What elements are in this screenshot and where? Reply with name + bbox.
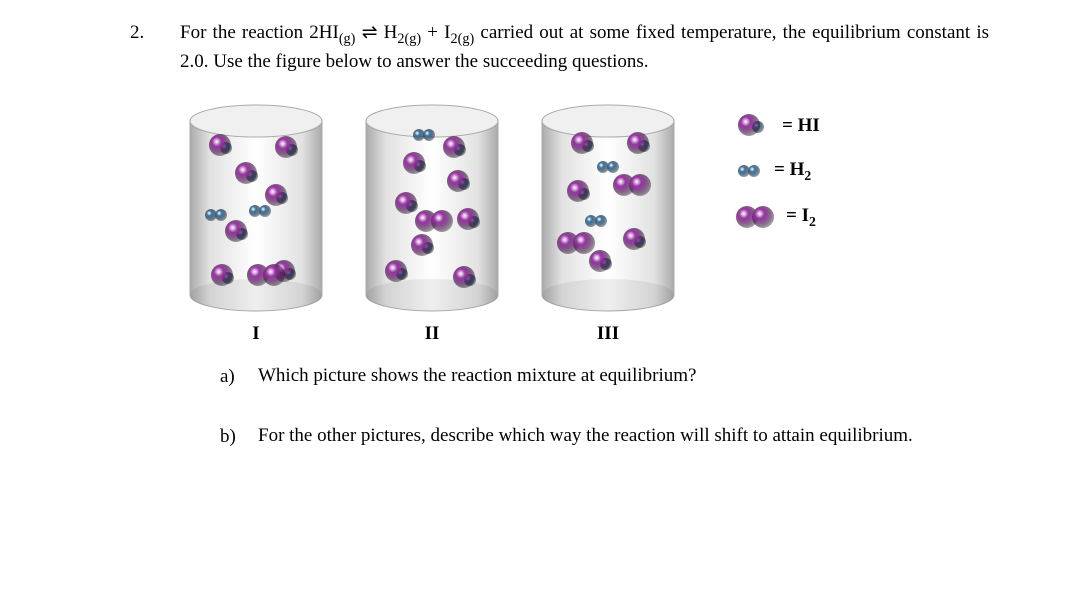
legend-h2-icon bbox=[734, 161, 764, 181]
legend-hi-label: HI bbox=[798, 115, 820, 136]
cylinder-3: III bbox=[538, 103, 678, 347]
sub-questions: a) Which picture shows the reaction mixt… bbox=[220, 364, 989, 449]
legend-i2-sub: 2 bbox=[809, 214, 816, 229]
legend-i2-eq: = bbox=[786, 205, 797, 226]
legend-h2-eq: = bbox=[774, 159, 785, 180]
q-text-a: For the reaction 2HI bbox=[180, 22, 339, 43]
legend-hi: = HI bbox=[734, 113, 820, 139]
cylinder-1: I bbox=[186, 103, 326, 347]
cylinder-3-label: III bbox=[597, 321, 619, 347]
q-sub1: (g) bbox=[339, 31, 356, 47]
cylinder-1-svg bbox=[186, 103, 326, 313]
cylinder-2: II bbox=[362, 103, 502, 347]
cylinder-2-label: II bbox=[425, 321, 440, 347]
cylinder-3-svg bbox=[538, 103, 678, 313]
question-number: 2. bbox=[130, 22, 144, 44]
legend-i2-label: I bbox=[802, 205, 809, 226]
sub-b-text: For the other pictures, describe which w… bbox=[258, 424, 989, 450]
legend-h2-sub: 2 bbox=[804, 167, 811, 182]
figure-area: I II III = HI = H2 = I2 bbox=[186, 103, 989, 347]
sub-b: b) For the other pictures, describe whic… bbox=[220, 424, 989, 450]
sub-a-text: Which picture shows the reaction mixture… bbox=[258, 364, 989, 390]
q-sub3: 2(g) bbox=[451, 31, 475, 47]
legend-h2-label: H bbox=[790, 159, 805, 180]
cylinder-1-label: I bbox=[252, 321, 259, 347]
legend-hi-eq: = bbox=[782, 115, 793, 136]
legend: = HI = H2 = I2 bbox=[734, 113, 820, 232]
legend-hi-icon bbox=[734, 113, 772, 139]
sub-b-letter: b) bbox=[220, 424, 242, 450]
cylinder-2-svg bbox=[362, 103, 502, 313]
question-text: For the reaction 2HI(g) ⇌ H2(g) + I2(g) … bbox=[180, 20, 1029, 450]
sub-a: a) Which picture shows the reaction mixt… bbox=[220, 364, 989, 390]
legend-i2-icon bbox=[734, 204, 776, 230]
q-text-b: ⇌ H bbox=[355, 22, 397, 43]
legend-h2: = H2 bbox=[734, 157, 820, 185]
sub-a-letter: a) bbox=[220, 364, 242, 390]
q-text-c: + I bbox=[421, 22, 450, 43]
q-sub2: 2(g) bbox=[397, 31, 421, 47]
legend-i2: = I2 bbox=[734, 203, 820, 231]
